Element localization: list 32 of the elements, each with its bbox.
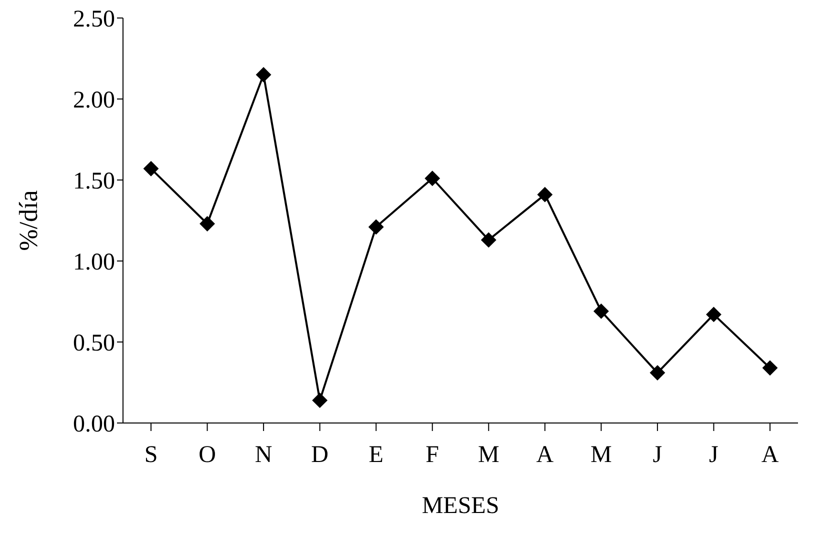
point (650, 365, 665, 380)
x-tick-label: O (198, 442, 216, 468)
point (481, 232, 496, 248)
x-tick-label: E (368, 442, 384, 468)
y-tick-label: 2.50 (73, 6, 115, 33)
x-tick-label: A (761, 442, 780, 468)
x-tick-label: S (144, 442, 158, 468)
x-tick-label: M (478, 442, 500, 468)
y-tick-label: 0.50 (73, 330, 115, 357)
y-axis-title: %/día (14, 190, 44, 251)
point (537, 187, 552, 202)
point (368, 219, 384, 234)
point (144, 161, 158, 176)
y-tick-label: 1.50 (73, 168, 115, 195)
point (706, 306, 722, 322)
x-tick-label: M (590, 442, 612, 468)
y-tick-label: 0.00 (73, 412, 115, 438)
x-tick-label: A (536, 442, 554, 468)
point (762, 360, 778, 376)
point (200, 216, 215, 232)
x-tick-label: N (254, 442, 272, 468)
point (312, 392, 328, 408)
y-tick-label: 2.00 (73, 88, 115, 114)
y-tick-label: 1.00 (73, 250, 115, 276)
point (424, 170, 440, 186)
x-tick-label: D (311, 442, 328, 468)
x-tick-label: J (652, 442, 662, 468)
x-tick-label: J (709, 442, 718, 468)
point (594, 304, 609, 319)
x-tick-label: F (426, 442, 440, 468)
point (256, 67, 272, 82)
x-axis-title: MESES (422, 493, 500, 519)
